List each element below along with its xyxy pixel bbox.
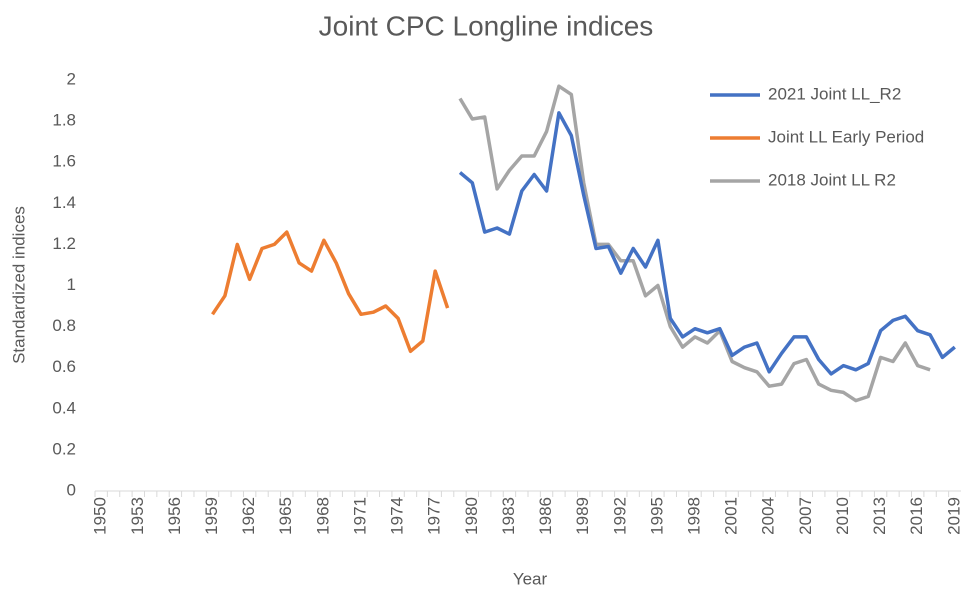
y-tick-label: 1.8 [52,111,76,130]
x-tick-label: 1968 [313,497,332,535]
y-tick-label: 2 [67,69,76,88]
series-line [458,111,956,376]
x-tick-label: 1956 [165,497,184,535]
x-tick-label: 2016 [907,497,926,535]
y-tick-label: 0.6 [52,357,76,376]
x-tick-label: 2004 [759,497,778,535]
y-tick-label: 0.2 [52,439,76,458]
x-tick-label: 1974 [388,497,407,535]
y-tick-label: 1.6 [52,152,76,171]
chart-title: Joint CPC Longline indices [319,10,654,41]
x-tick-label: 1989 [573,497,592,535]
legend-label: 2018 Joint LL R2 [768,170,896,189]
x-tick-label: 1953 [128,497,147,535]
x-tick-label: 1965 [276,497,295,535]
y-axis-label: Standardized indices [9,206,28,364]
x-tick-label: 2013 [870,497,889,535]
x-tick-label: 1971 [350,497,369,535]
legend-label: Joint LL Early Period [768,127,924,146]
x-tick-label: 1980 [462,497,481,535]
x-tick-label: 1962 [239,497,258,535]
x-tick-label: 1992 [610,497,629,535]
x-tick-label: 2019 [944,497,963,535]
x-tick-label: 2010 [833,497,852,535]
x-tick-label: 1986 [536,497,555,535]
x-tick-label: 2001 [722,497,741,535]
x-tick-label: 1977 [425,497,444,535]
y-tick-label: 0 [67,480,76,499]
series-line [211,230,450,354]
x-tick-label: 1995 [647,497,666,535]
legend-label: 2021 Joint LL_R2 [768,84,901,103]
x-tick-label: 1983 [499,497,518,535]
y-tick-label: 0.8 [52,316,76,335]
series-line [458,84,931,403]
x-tick-label: 1998 [684,497,703,535]
x-tick-label: 1959 [202,497,221,535]
x-axis-label: Year [513,569,548,588]
x-tick-label: 2007 [796,497,815,535]
y-tick-label: 1.4 [52,193,76,212]
y-tick-label: 0.4 [52,398,76,417]
y-tick-label: 1 [67,275,76,294]
x-tick-label: 1950 [91,497,110,535]
y-tick-label: 1.2 [52,234,76,253]
